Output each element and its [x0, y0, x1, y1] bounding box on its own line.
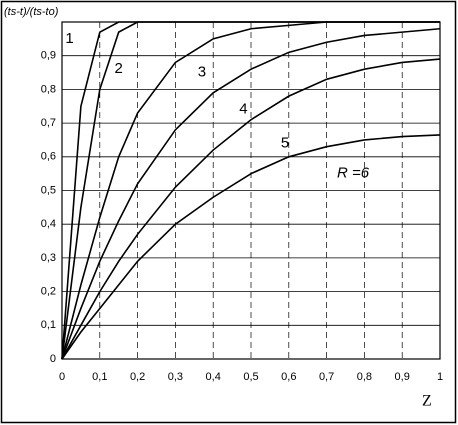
y-tick-label: 0,4: [41, 218, 56, 230]
x-tick-label: 0,7: [319, 371, 334, 383]
x-tick-label: 0,8: [357, 371, 372, 383]
curve: [61, 58, 441, 360]
curve-label: R =6: [337, 165, 370, 182]
y-tick-label: 0,8: [41, 83, 56, 95]
y-tick-label: 0,1: [41, 319, 56, 331]
x-tick-label: 0,1: [92, 371, 107, 383]
curve-label: 2: [115, 60, 123, 77]
x-tick-label: 0,3: [168, 371, 183, 383]
y-tick-label: 0,7: [41, 117, 56, 129]
y-tick-label: 0,2: [41, 286, 56, 298]
x-tick-label: 1: [437, 371, 443, 383]
y-tick-label: 0: [50, 353, 56, 365]
y-tick-label: 0,3: [41, 252, 56, 264]
x-tick-label: 0,9: [395, 371, 410, 383]
x-tick-label: 0,4: [206, 371, 221, 383]
curve: [61, 21, 440, 360]
y-tick-label: 0,5: [41, 184, 56, 196]
y-axis-label: (ts-t)/(ts-to): [4, 6, 59, 18]
x-tick-label: 0: [59, 371, 65, 383]
curve-label: 1: [65, 30, 73, 47]
curve-label: 5: [281, 134, 289, 151]
x-axis-label: Z: [422, 393, 432, 410]
x-tick-label: 0,2: [130, 371, 145, 383]
curve: [61, 134, 441, 360]
y-tick-label: 0,9: [41, 50, 56, 62]
x-tick-label: 0,6: [281, 371, 296, 383]
curve-label: 3: [198, 64, 206, 81]
curve-label: 4: [239, 101, 247, 118]
y-tick-label: 0,6: [41, 151, 56, 163]
curve: [61, 27, 441, 360]
x-tick-label: 0,5: [243, 371, 258, 383]
